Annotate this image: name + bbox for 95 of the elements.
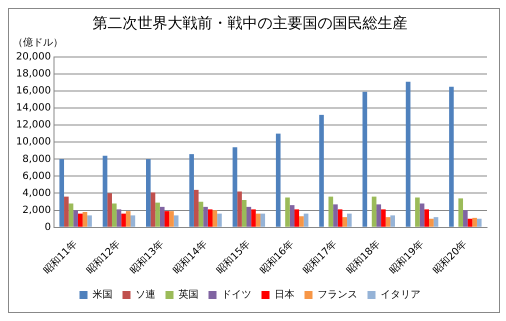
legend-label: 日本 xyxy=(274,288,294,301)
x-tick-label: 昭和20年 xyxy=(430,238,470,277)
bar xyxy=(73,210,78,227)
bar xyxy=(155,202,160,227)
bar xyxy=(251,209,256,227)
bar xyxy=(319,114,324,227)
y-axis-title: （億ドル） xyxy=(13,36,63,49)
y-tick-label: 18,000 xyxy=(16,68,51,80)
bar xyxy=(372,196,376,227)
x-tick-label: 昭和14年 xyxy=(170,238,210,277)
bar xyxy=(290,205,294,227)
y-tick-label: 2,000 xyxy=(22,204,51,216)
bar xyxy=(174,215,178,227)
bar xyxy=(362,92,368,227)
bar xyxy=(304,214,308,227)
bar xyxy=(342,217,348,227)
bar xyxy=(338,209,342,227)
chart-title: 第二次世界大戦前・戦中の主要国の国民総生産 xyxy=(92,14,408,32)
legend-label: 米国 xyxy=(92,288,112,301)
bar xyxy=(116,209,122,227)
bar xyxy=(217,214,222,227)
bar xyxy=(242,200,247,227)
bar xyxy=(449,86,454,227)
bar xyxy=(424,209,430,227)
bar xyxy=(472,218,477,227)
bar xyxy=(126,211,131,227)
y-tick-label: 10,000 xyxy=(16,136,51,148)
y-tick-label: 6,000 xyxy=(22,170,51,182)
bar xyxy=(212,210,218,227)
bar xyxy=(82,212,88,227)
y-tick-label: 20,000 xyxy=(16,52,51,63)
bar xyxy=(194,190,199,227)
legend-label: 英国 xyxy=(178,288,198,301)
bar xyxy=(208,209,213,227)
bar xyxy=(130,215,136,227)
bar xyxy=(429,218,434,227)
y-tick-label: 8,000 xyxy=(22,154,51,165)
bar xyxy=(347,214,352,227)
bar xyxy=(458,198,464,227)
legend-label: イタリア xyxy=(380,290,420,301)
bar xyxy=(434,217,438,227)
legend-label: ドイツ xyxy=(222,290,252,301)
bar xyxy=(150,192,156,227)
bar xyxy=(78,214,83,227)
bar xyxy=(285,198,290,227)
bar xyxy=(294,209,300,227)
bar xyxy=(328,196,334,227)
bar xyxy=(198,202,204,227)
bar xyxy=(87,215,92,227)
bar xyxy=(64,196,69,227)
bar xyxy=(476,218,482,227)
bar xyxy=(260,214,266,227)
x-tick-label: 昭和16年 xyxy=(257,238,296,277)
bar xyxy=(406,82,410,227)
bar xyxy=(381,209,386,227)
x-tick-label: 昭和15年 xyxy=(214,238,253,277)
bar xyxy=(59,159,64,227)
bar xyxy=(232,147,238,227)
bar xyxy=(420,203,424,227)
bar xyxy=(376,204,382,227)
x-tick-label: 昭和18年 xyxy=(344,238,383,277)
bar xyxy=(386,217,390,227)
y-tick-label: 14,000 xyxy=(16,102,51,114)
bar xyxy=(333,204,338,227)
bar xyxy=(189,154,194,227)
legend-label: フランス xyxy=(318,290,358,301)
legend-label: ソ連 xyxy=(136,288,156,301)
bar xyxy=(463,210,468,227)
bar xyxy=(107,193,112,227)
x-tick-label: 昭和13年 xyxy=(127,238,166,277)
bar xyxy=(415,198,420,227)
bar xyxy=(169,211,174,227)
y-tick-label: 4,000 xyxy=(22,188,51,199)
bar xyxy=(146,159,151,227)
y-tick-label: 16,000 xyxy=(16,86,51,97)
bar xyxy=(468,218,472,227)
bar xyxy=(160,206,165,227)
bar xyxy=(256,214,260,227)
bar xyxy=(299,216,304,227)
x-tick-label: 昭和19年 xyxy=(387,238,426,277)
bar xyxy=(203,206,208,227)
y-tick-label: 12,000 xyxy=(16,120,51,131)
bar xyxy=(390,215,395,227)
x-tick-label: 昭和11年 xyxy=(40,238,80,277)
bar xyxy=(68,203,74,227)
bar xyxy=(246,206,252,227)
bar xyxy=(164,211,170,227)
bar xyxy=(102,156,108,227)
bar xyxy=(237,192,242,227)
bar xyxy=(276,134,281,227)
bar xyxy=(112,203,117,227)
y-tick-label: 0 xyxy=(44,222,51,233)
x-tick-label: 昭和17年 xyxy=(300,238,340,277)
bar xyxy=(121,214,126,227)
x-tick-label: 昭和12年 xyxy=(84,238,123,277)
